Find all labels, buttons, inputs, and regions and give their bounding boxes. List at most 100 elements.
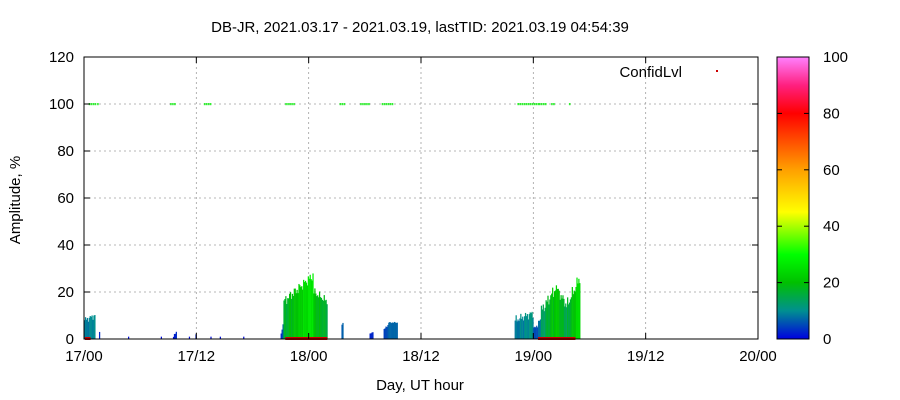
amplitude-bar: [545, 300, 547, 339]
amplitude-bar: [298, 283, 300, 339]
amplitude-bar: [573, 290, 575, 339]
amplitude-bar: [571, 287, 573, 339]
amplitude-bar: [311, 280, 313, 339]
amplitude-bar: [299, 285, 301, 339]
amplitude-bar: [577, 283, 579, 339]
amplitude-bar: [286, 304, 288, 339]
amplitude-bar: [557, 288, 559, 339]
confidence-point: [381, 103, 384, 106]
y-tick-label: 120: [49, 49, 74, 66]
amplitude-bar: [525, 316, 528, 339]
amplitude-bar: [550, 295, 552, 339]
confidence-point: [553, 103, 555, 106]
amplitude-bar: [572, 294, 574, 339]
amplitude-bar: [575, 286, 577, 339]
amplitude-bar: [544, 307, 546, 339]
amplitude-bar: [173, 333, 176, 339]
amplitude-bar: [295, 293, 297, 339]
amplitude-bar: [386, 327, 388, 339]
confidence-point: [529, 103, 532, 106]
legend-marker: [716, 70, 718, 72]
amplitude-bar: [558, 290, 560, 339]
colorbar-tick-label: 80: [823, 105, 840, 122]
amplitude-bar: [396, 322, 398, 339]
y-tick-label: 0: [66, 331, 74, 348]
amplitude-bar: [541, 309, 543, 339]
amplitude-bar: [568, 302, 571, 339]
confidence-point: [90, 103, 93, 106]
confidence-point: [170, 103, 172, 106]
confidence-point: [391, 103, 394, 106]
amplitude-bar: [319, 297, 322, 339]
amplitude-bar: [285, 296, 287, 339]
amplitude-bar: [172, 336, 175, 339]
amplitude-bar: [542, 304, 544, 339]
amplitude-bar: [304, 280, 307, 339]
confidence-point: [527, 103, 530, 106]
amplitude-bar: [549, 299, 551, 339]
amplitude-bar: [540, 305, 543, 339]
amplitude-bar: [539, 319, 542, 339]
amplitude-bar: [160, 336, 162, 339]
amplitude-bar: [303, 279, 305, 339]
confidence-point: [94, 103, 97, 106]
y-axis-label: Amplitude, %: [7, 156, 24, 244]
confidence-point: [544, 103, 547, 106]
confidence-point: [531, 103, 534, 106]
amplitude-bar: [554, 290, 557, 339]
amplitude-bar: [92, 319, 94, 339]
amplitude-bar: [281, 329, 283, 339]
amplitude-bar: [85, 319, 88, 339]
amplitude-bar: [567, 304, 570, 339]
amplitude-bar: [316, 296, 318, 339]
amplitude-bar: [317, 295, 319, 339]
amplitude-bar: [219, 336, 221, 339]
amplitude-bar: [371, 332, 373, 339]
amplitude-bar: [318, 297, 320, 339]
confidence-point: [540, 103, 543, 106]
amplitude-bar: [84, 317, 87, 339]
confidence-point: [205, 103, 208, 106]
amplitude-bar: [538, 320, 540, 339]
amplitude-bar: [516, 321, 518, 339]
amplitude-bar: [280, 333, 282, 339]
confidence-point: [389, 103, 392, 106]
amplitude-bar: [93, 315, 95, 339]
amplitude-bar: [383, 329, 385, 339]
confidence-point: [339, 103, 342, 106]
amplitude-bar: [389, 322, 391, 339]
confidence-point: [97, 103, 99, 106]
x-axis-label: Day, UT hour: [376, 377, 464, 394]
confidence-point: [537, 103, 540, 106]
y-tick-label: 20: [57, 284, 74, 301]
amplitude-bar: [553, 291, 556, 339]
amplitude-bar: [576, 277, 578, 339]
colorbar-tick-label: 40: [823, 218, 840, 235]
x-tick-label: 18/00: [290, 348, 328, 365]
colorbar-tick-label: 20: [823, 275, 840, 292]
amplitude-bar: [303, 282, 306, 339]
amplitude-bar: [91, 315, 93, 339]
amplitude-bar: [310, 279, 312, 339]
amplitude-bar: [394, 322, 397, 339]
amplitude-bar: [320, 297, 323, 339]
confidence-point: [517, 103, 520, 106]
confidence-point: [525, 103, 528, 106]
amplitude-bar: [519, 318, 521, 339]
amplitude-bar: [300, 287, 302, 339]
confidence-point: [538, 103, 541, 106]
amplitude-bar: [551, 293, 553, 339]
amplitude-bar: [288, 298, 290, 339]
amplitude-bar: [548, 304, 550, 339]
amplitude-bar: [283, 300, 285, 339]
amplitude-bar: [289, 292, 292, 339]
amplitude-bar: [521, 318, 523, 339]
confidence-point: [521, 103, 524, 106]
amplitude-bar: [536, 325, 538, 339]
amplitude-bar: [523, 316, 526, 339]
colorbar-tick-label: 60: [823, 162, 840, 179]
amplitude-bar: [547, 295, 549, 339]
amplitude-bar: [291, 293, 294, 339]
confidence-point: [364, 103, 366, 106]
